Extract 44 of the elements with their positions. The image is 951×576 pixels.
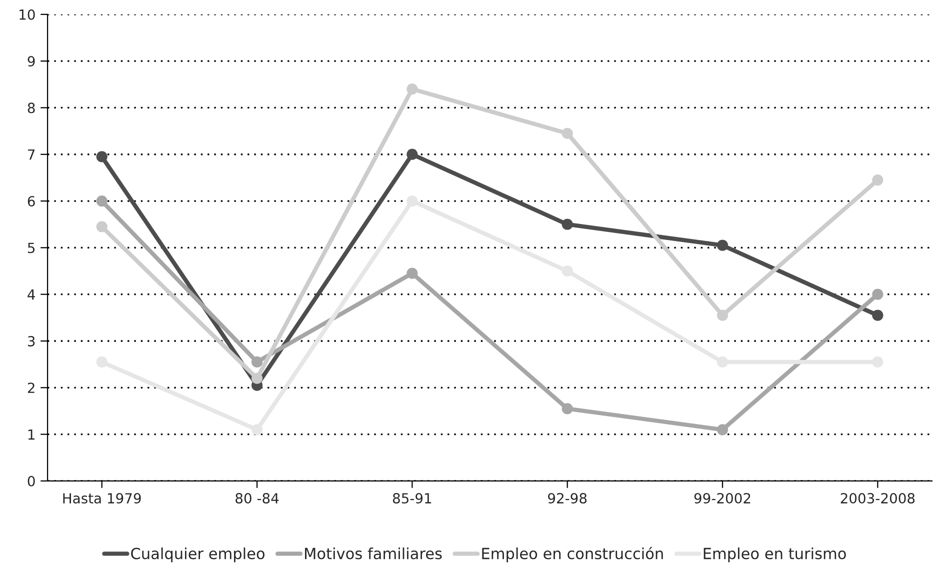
y-tick-label: 5 bbox=[28, 242, 35, 254]
legend-label: Empleo en construcción bbox=[482, 546, 663, 562]
point bbox=[716, 424, 728, 436]
y-tick-label: 7 bbox=[28, 150, 35, 160]
point bbox=[562, 128, 573, 139]
y-tick-label: 8 bbox=[28, 102, 35, 114]
legend-label: Motivos familiares bbox=[305, 547, 442, 560]
point bbox=[251, 424, 263, 436]
point bbox=[406, 195, 418, 207]
legend-label: Empleo en turismo bbox=[704, 547, 846, 562]
y-tick-label: 10 bbox=[20, 9, 35, 20]
x-tick-label: 85-91 bbox=[392, 493, 432, 504]
legend-label: Cualquier empleo bbox=[131, 547, 264, 562]
point bbox=[872, 288, 884, 300]
x-tick-label: Hasta 1979 bbox=[63, 493, 141, 504]
point bbox=[716, 310, 728, 321]
x-tick-label: 2003-2008 bbox=[840, 493, 915, 504]
point bbox=[406, 83, 418, 95]
point bbox=[251, 356, 263, 368]
point bbox=[872, 356, 884, 368]
point bbox=[96, 151, 108, 162]
y-tick-label: 3 bbox=[28, 336, 35, 346]
x-tick-label: 80 -84 bbox=[236, 493, 279, 504]
y-tick-label: 9 bbox=[28, 56, 35, 67]
y-tick-label: 6 bbox=[28, 196, 35, 206]
point bbox=[872, 310, 884, 321]
point bbox=[406, 268, 418, 279]
y-tick-label: 4 bbox=[28, 289, 35, 300]
point bbox=[562, 218, 573, 230]
point bbox=[251, 372, 263, 384]
y-tick-label: 2 bbox=[28, 382, 34, 393]
point bbox=[872, 174, 884, 186]
point bbox=[96, 221, 108, 232]
point bbox=[562, 265, 573, 277]
x-tick-label: 92-98 bbox=[548, 493, 587, 504]
point bbox=[716, 240, 728, 251]
point bbox=[562, 403, 573, 414]
point bbox=[716, 356, 728, 368]
y-tick-label: 1 bbox=[28, 429, 34, 440]
y-tick-label: 0 bbox=[28, 476, 35, 486]
point bbox=[406, 148, 418, 160]
x-tick-label: 99-2002 bbox=[694, 493, 750, 504]
point bbox=[96, 195, 108, 207]
point bbox=[96, 356, 108, 368]
